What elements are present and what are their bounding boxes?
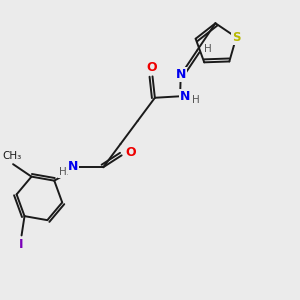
Text: H: H	[192, 95, 200, 105]
Text: N: N	[180, 90, 190, 104]
Text: N: N	[68, 160, 78, 173]
Text: I: I	[19, 238, 24, 251]
Text: H: H	[204, 44, 212, 54]
Text: O: O	[125, 146, 136, 159]
Text: O: O	[147, 61, 157, 74]
Text: S: S	[232, 31, 241, 44]
Text: H: H	[59, 167, 66, 177]
Text: CH₃: CH₃	[2, 151, 21, 161]
Text: N: N	[176, 68, 186, 81]
